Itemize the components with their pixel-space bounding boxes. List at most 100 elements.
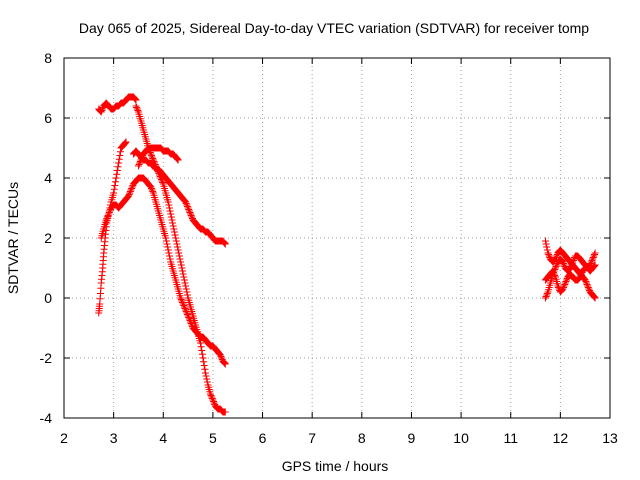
data-point <box>209 396 217 404</box>
data-point <box>138 153 146 161</box>
data-point <box>576 273 584 281</box>
data-point <box>164 246 172 254</box>
x-tick-label: 10 <box>453 430 469 446</box>
data-point <box>102 216 110 224</box>
data-point <box>164 243 172 251</box>
series-track-3 <box>95 138 130 317</box>
data-point <box>581 276 589 284</box>
data-point <box>179 267 187 275</box>
data-point <box>187 318 195 326</box>
data-point <box>180 273 188 281</box>
data-point <box>134 162 142 170</box>
data-point <box>170 225 178 233</box>
data-point <box>182 282 190 290</box>
data-point <box>584 282 592 290</box>
data-point <box>188 321 196 329</box>
data-point <box>169 219 177 227</box>
data-point <box>543 246 551 254</box>
data-point <box>182 200 190 207</box>
data-point <box>543 291 551 299</box>
data-point <box>131 95 139 102</box>
data-point <box>187 210 195 218</box>
data-point <box>167 213 175 221</box>
data-point <box>183 201 191 209</box>
data-point <box>591 261 599 269</box>
data-point <box>131 95 139 103</box>
chart-title: Day 065 of 2025, Sidereal Day-to-day VTE… <box>79 20 589 36</box>
y-tick-label: 4 <box>44 170 52 186</box>
data-point <box>110 189 118 197</box>
data-point <box>182 306 190 314</box>
data-point <box>200 362 208 369</box>
series-track-1 <box>95 93 140 116</box>
data-point <box>113 167 121 174</box>
data-point <box>170 228 178 236</box>
data-point <box>176 255 184 263</box>
data-point <box>588 257 596 264</box>
data-point <box>179 270 187 278</box>
data-point <box>105 210 113 218</box>
data-point <box>147 185 155 192</box>
data-point <box>112 174 120 182</box>
data-point <box>179 300 187 308</box>
data-point <box>147 152 155 159</box>
data-point <box>162 234 170 242</box>
data-point <box>210 399 218 407</box>
data-point <box>165 249 173 257</box>
data-point <box>159 179 167 186</box>
series-track-6 <box>134 144 182 170</box>
series-track-9 <box>541 261 599 296</box>
data-point <box>218 354 226 362</box>
data-point <box>137 156 145 164</box>
data-point <box>583 281 591 288</box>
x-tick-label: 4 <box>159 430 167 446</box>
data-point <box>103 213 111 221</box>
data-point <box>149 188 157 195</box>
data-point <box>136 158 144 165</box>
data-point <box>110 185 118 193</box>
x-tick-label: 8 <box>358 430 366 446</box>
data-point <box>177 294 185 302</box>
data-point <box>553 261 561 269</box>
data-point <box>188 213 196 221</box>
data-point <box>148 186 156 194</box>
y-tick-label: 0 <box>44 290 52 306</box>
axis-ticks: 2 3 4 5 6 7 8 9 10 11 12 13 -4 -2 0 2 4 6 8 <box>40 50 618 446</box>
y-tick-label: 2 <box>44 230 52 246</box>
x-tick-label: 3 <box>110 430 118 446</box>
data-point <box>220 239 228 246</box>
data-point <box>552 263 560 270</box>
data-point <box>178 297 186 305</box>
data-point <box>582 278 590 285</box>
data-point <box>185 314 193 321</box>
data-point <box>221 239 229 247</box>
data-point <box>180 302 188 309</box>
data-point <box>569 258 577 266</box>
data-point <box>550 270 558 278</box>
data-point <box>553 252 561 260</box>
data-point <box>177 261 185 269</box>
data-point <box>183 309 191 317</box>
x-tick-label: 11 <box>503 430 518 446</box>
data-point <box>200 358 208 366</box>
data-point <box>132 102 140 110</box>
data-point <box>133 104 141 111</box>
data-point <box>125 192 133 200</box>
x-tick-label: 5 <box>209 430 217 446</box>
data-point <box>198 350 206 358</box>
data-point <box>181 305 189 312</box>
data-point <box>567 263 575 270</box>
data-markers <box>95 93 599 416</box>
data-point <box>221 240 229 248</box>
data-point <box>175 249 183 257</box>
data-point <box>208 395 216 402</box>
data-point <box>182 308 190 315</box>
data-point <box>162 237 170 245</box>
data-point <box>128 185 136 192</box>
data-point <box>126 189 134 197</box>
data-point <box>560 261 568 269</box>
data-point <box>111 182 119 189</box>
data-point <box>589 254 597 261</box>
